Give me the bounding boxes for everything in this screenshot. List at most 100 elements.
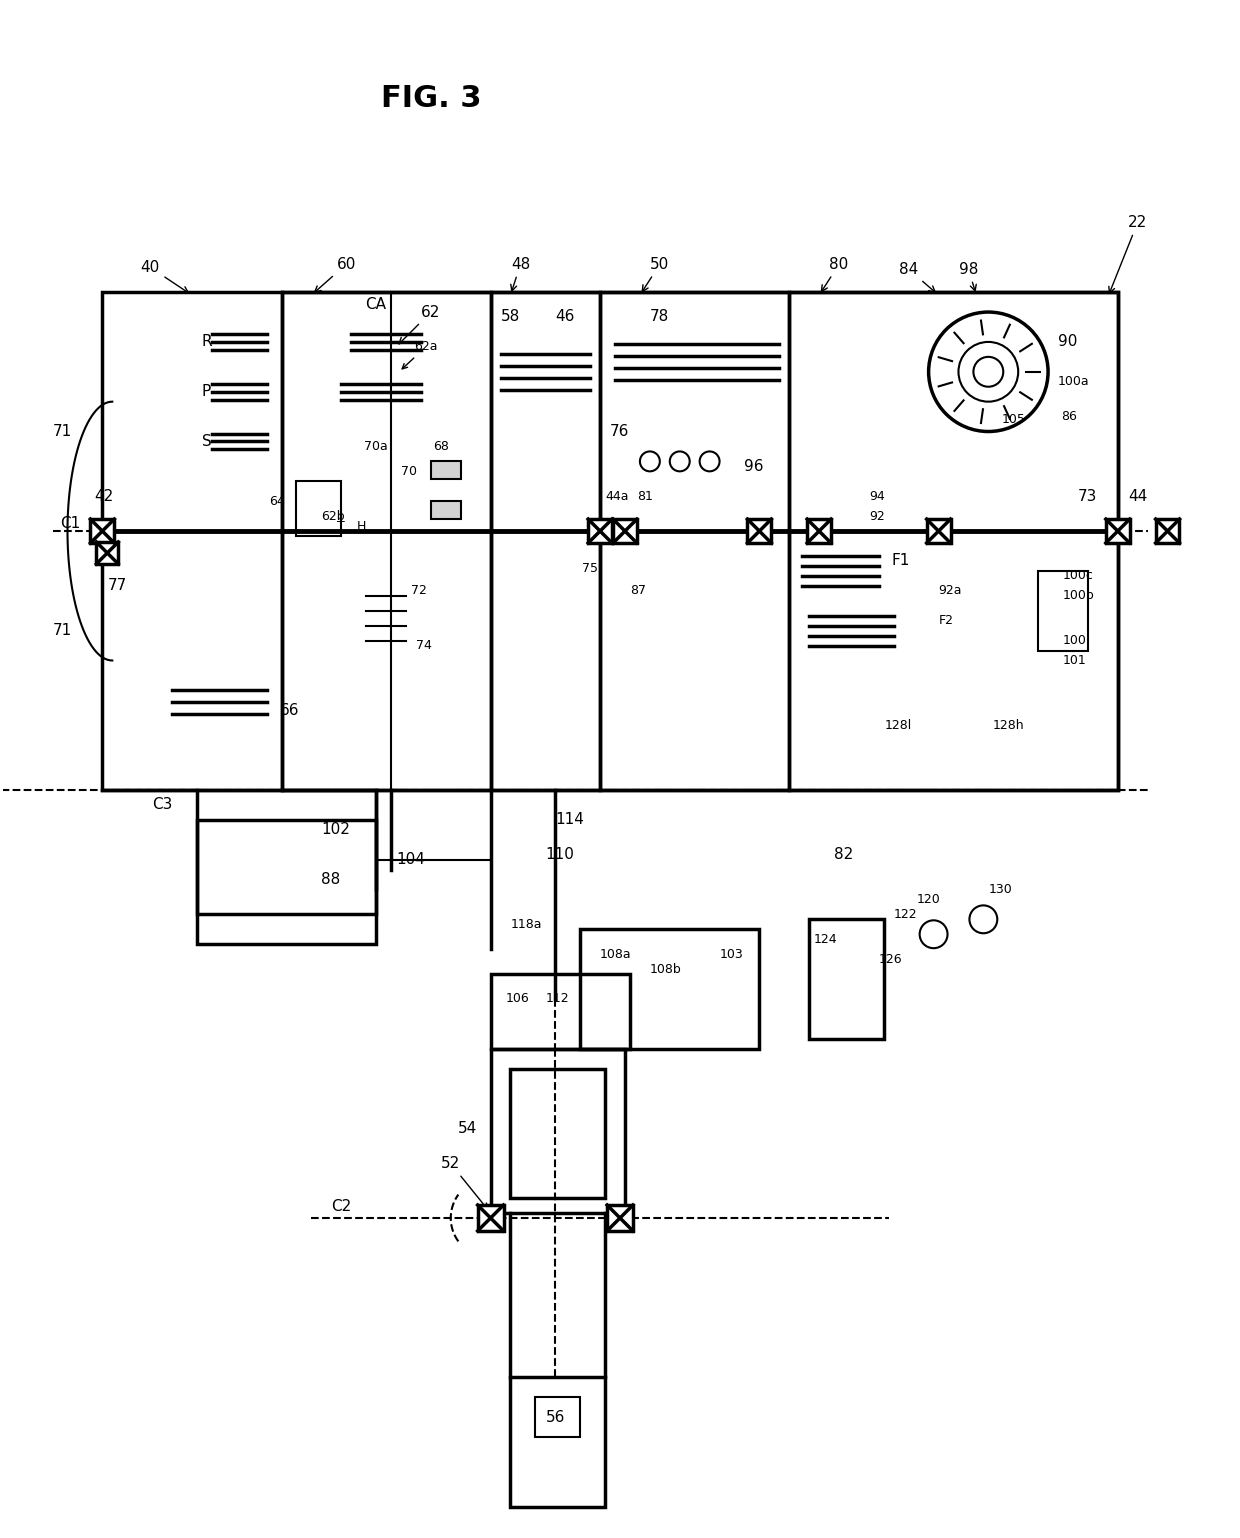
Text: 82: 82 — [835, 847, 853, 863]
Text: 103: 103 — [719, 947, 743, 961]
Bar — [588, 520, 613, 543]
Text: 92: 92 — [869, 509, 884, 523]
Text: 46: 46 — [556, 309, 575, 323]
Text: 22: 22 — [1109, 215, 1147, 294]
Text: 78: 78 — [650, 309, 670, 323]
Text: H: H — [356, 520, 366, 532]
Text: R: R — [202, 334, 212, 349]
Text: 56: 56 — [546, 1410, 565, 1424]
Text: F2: F2 — [939, 614, 954, 628]
Text: 112: 112 — [546, 992, 569, 1006]
Text: 75: 75 — [582, 563, 598, 575]
Bar — [97, 541, 118, 564]
Text: C1: C1 — [61, 515, 81, 531]
Text: 118a: 118a — [511, 918, 542, 930]
Text: 58: 58 — [501, 309, 520, 323]
Text: 54: 54 — [458, 1121, 476, 1137]
Bar — [197, 820, 376, 915]
Text: 62: 62 — [399, 305, 440, 345]
Text: 71: 71 — [53, 623, 72, 638]
Text: 74: 74 — [415, 640, 432, 652]
Bar — [1106, 520, 1130, 543]
Bar — [491, 974, 630, 1049]
Bar — [580, 929, 759, 1049]
Text: 86: 86 — [1061, 411, 1076, 423]
Bar — [807, 520, 831, 543]
Bar — [103, 292, 1117, 791]
Text: 108a: 108a — [600, 947, 631, 961]
Bar — [789, 292, 1117, 791]
Text: 62b: 62b — [321, 509, 345, 523]
Text: 100c: 100c — [1063, 569, 1094, 583]
Bar — [511, 1069, 605, 1198]
Bar — [491, 292, 600, 791]
Text: CA: CA — [366, 297, 387, 312]
Text: 88: 88 — [321, 872, 341, 887]
Text: 98: 98 — [959, 261, 978, 291]
Text: 128l: 128l — [885, 718, 913, 732]
Text: 48: 48 — [511, 257, 529, 291]
Text: 110: 110 — [546, 847, 574, 863]
Text: 122: 122 — [894, 907, 918, 921]
Bar — [430, 501, 461, 520]
Text: 68: 68 — [433, 440, 449, 454]
Text: 124: 124 — [815, 932, 838, 946]
Text: 76: 76 — [610, 424, 630, 438]
Bar — [281, 292, 491, 791]
Text: 104: 104 — [396, 852, 425, 867]
Text: 70a: 70a — [365, 440, 388, 454]
Text: 126: 126 — [879, 952, 903, 966]
Bar — [477, 1206, 503, 1230]
Text: 44a: 44a — [605, 489, 629, 503]
Text: 84: 84 — [899, 261, 935, 292]
Bar — [1038, 571, 1087, 651]
Text: FIG. 3: FIG. 3 — [381, 83, 481, 112]
Text: 108b: 108b — [650, 963, 682, 975]
Text: 106: 106 — [506, 992, 529, 1006]
Circle shape — [929, 312, 1048, 432]
Text: 100a: 100a — [1058, 375, 1090, 388]
Text: 130: 130 — [988, 883, 1012, 897]
Text: 72: 72 — [410, 584, 427, 597]
Bar — [810, 920, 884, 1038]
Text: 80: 80 — [821, 257, 848, 292]
Text: P: P — [202, 384, 211, 400]
Text: 120: 120 — [916, 894, 940, 906]
Text: 77: 77 — [108, 578, 126, 594]
Text: 42: 42 — [94, 489, 114, 504]
Text: 50: 50 — [642, 257, 670, 292]
Text: 40: 40 — [140, 260, 188, 292]
Bar — [748, 520, 771, 543]
Bar — [91, 520, 114, 543]
Bar — [430, 461, 461, 480]
Text: 92a: 92a — [939, 584, 962, 597]
Bar — [536, 1397, 580, 1436]
Bar — [197, 791, 376, 944]
Text: C2: C2 — [331, 1198, 352, 1213]
Text: 102: 102 — [321, 823, 350, 837]
Text: 87: 87 — [630, 584, 646, 597]
Text: 73: 73 — [1079, 489, 1097, 504]
Text: S: S — [202, 434, 212, 449]
Text: 62a: 62a — [402, 340, 438, 369]
Bar — [600, 292, 789, 791]
Text: 70: 70 — [401, 464, 417, 478]
Bar — [511, 1377, 605, 1507]
Bar — [1156, 520, 1179, 543]
Text: 66: 66 — [279, 703, 299, 718]
Text: 94: 94 — [869, 489, 884, 503]
Text: 90: 90 — [1058, 334, 1078, 349]
Bar — [926, 520, 951, 543]
Text: 128h: 128h — [992, 718, 1024, 732]
Text: 44: 44 — [1128, 489, 1147, 504]
Text: 96: 96 — [744, 458, 764, 474]
Text: 81: 81 — [637, 489, 652, 503]
Text: 71: 71 — [53, 424, 72, 438]
Bar — [613, 520, 637, 543]
Text: T: T — [337, 520, 345, 532]
Text: 100b: 100b — [1063, 589, 1095, 603]
Text: F1: F1 — [892, 554, 910, 569]
Text: 114: 114 — [556, 812, 584, 827]
Text: 100: 100 — [1063, 634, 1087, 647]
Text: 60: 60 — [315, 257, 356, 292]
